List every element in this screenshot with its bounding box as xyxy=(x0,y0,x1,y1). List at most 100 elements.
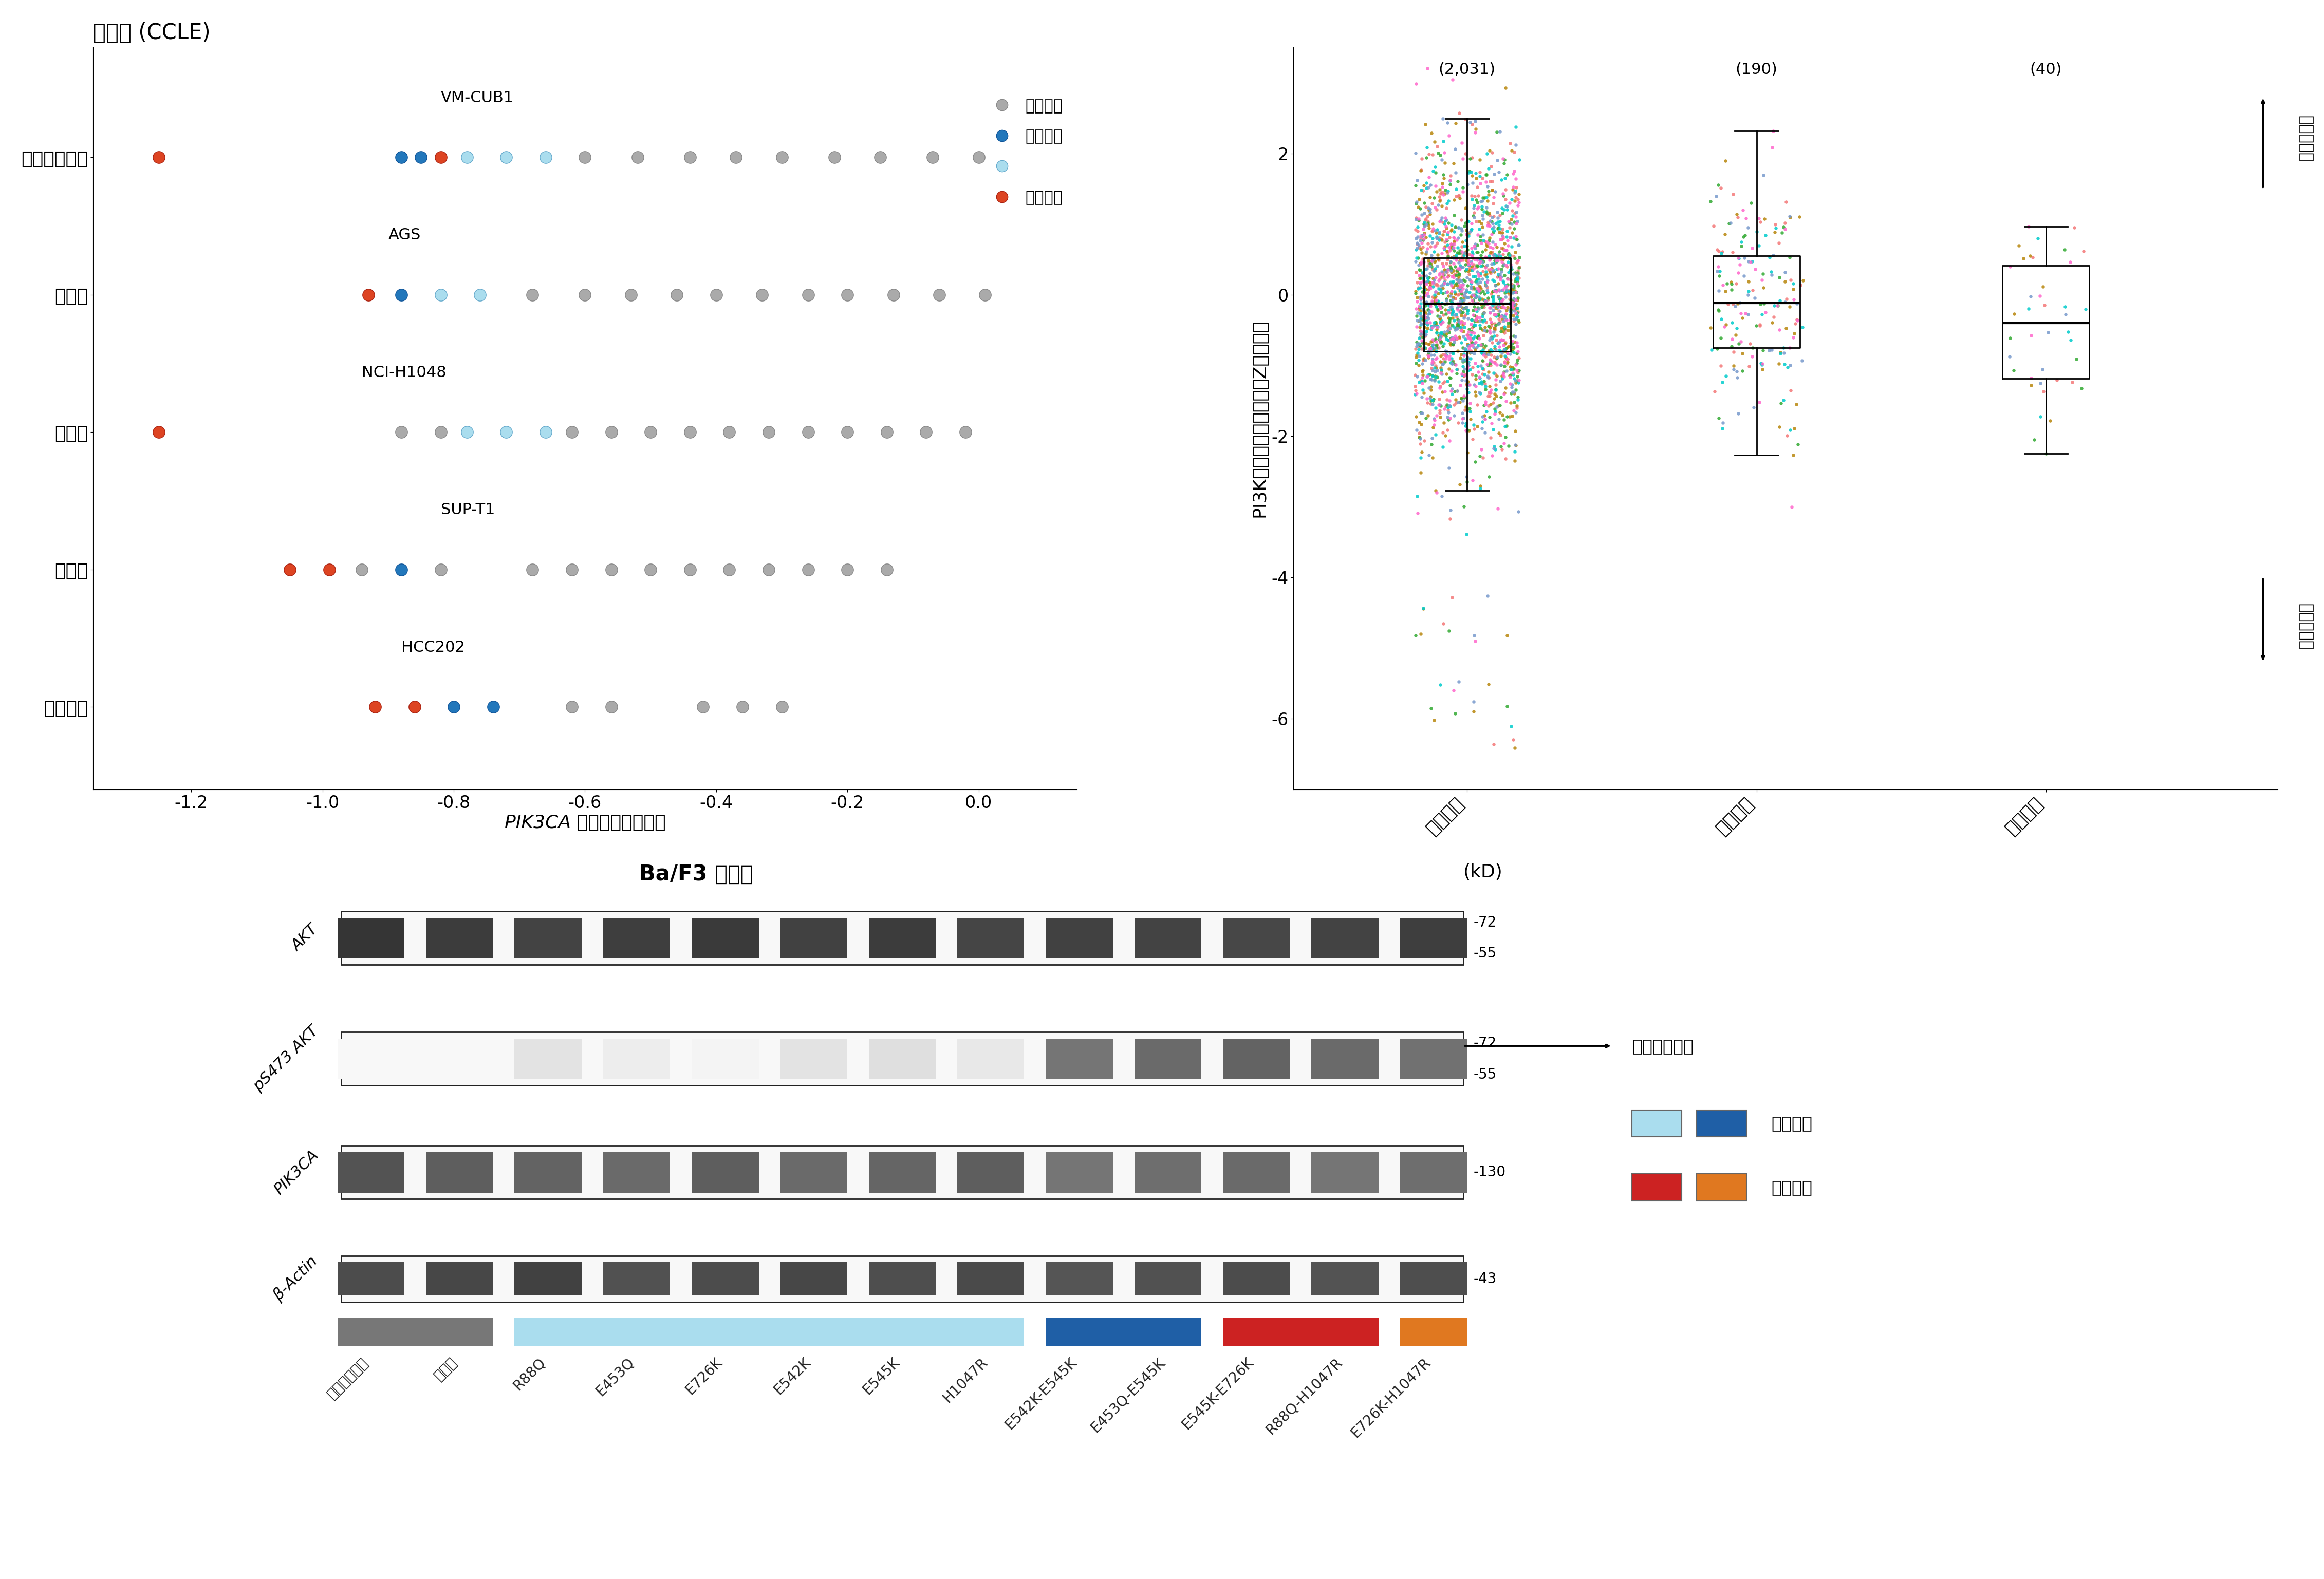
Point xyxy=(1452,276,1490,302)
Bar xyxy=(693,917,758,958)
Point xyxy=(1483,249,1520,275)
Point xyxy=(1432,270,1469,295)
Point xyxy=(1399,417,1436,442)
Point xyxy=(1699,238,1736,264)
Point xyxy=(1415,387,1452,412)
Point xyxy=(1497,324,1534,349)
Point xyxy=(1413,298,1450,324)
Point xyxy=(1471,325,1508,351)
Point xyxy=(1401,196,1439,221)
Point xyxy=(1404,265,1441,291)
Point xyxy=(1411,265,1448,291)
Point xyxy=(1471,321,1508,346)
Point xyxy=(1476,333,1513,358)
Point xyxy=(1459,414,1497,439)
Bar xyxy=(342,1146,1464,1198)
Point xyxy=(1452,319,1490,344)
Point xyxy=(1450,208,1487,234)
Point xyxy=(344,557,381,583)
Point xyxy=(1499,186,1536,212)
Point xyxy=(553,420,590,445)
Point xyxy=(1429,227,1466,253)
Point xyxy=(1404,358,1441,384)
Point xyxy=(1757,215,1794,240)
Point xyxy=(1459,175,1497,201)
Point xyxy=(1487,197,1525,223)
Point xyxy=(1497,368,1534,393)
Point xyxy=(1406,213,1443,238)
Point xyxy=(1434,339,1471,365)
Point xyxy=(1476,396,1513,422)
Point xyxy=(1459,354,1497,379)
Point xyxy=(1411,376,1448,401)
Point xyxy=(1466,289,1504,314)
Point xyxy=(1476,381,1513,406)
Point xyxy=(1455,313,1492,338)
Point xyxy=(1485,336,1522,362)
Point xyxy=(1499,261,1536,286)
Point xyxy=(1413,349,1450,374)
Point xyxy=(1450,253,1487,278)
Point xyxy=(1499,384,1536,409)
Point xyxy=(1485,308,1522,333)
Point xyxy=(1476,242,1513,267)
Point xyxy=(1427,213,1464,238)
Text: 野生型: 野生型 xyxy=(432,1355,460,1383)
Point xyxy=(1422,264,1459,289)
Point xyxy=(1452,272,1490,297)
Point xyxy=(2027,292,2064,317)
Point xyxy=(1446,286,1483,311)
Point xyxy=(1457,284,1494,309)
Point xyxy=(1457,253,1494,278)
Point xyxy=(1483,219,1520,245)
Point xyxy=(1480,393,1518,418)
Point xyxy=(1713,278,1750,303)
Point xyxy=(1729,268,1766,294)
Point xyxy=(1399,330,1436,355)
Point xyxy=(1485,197,1522,223)
Point xyxy=(1462,248,1499,273)
Point xyxy=(1497,330,1534,355)
Point xyxy=(1429,232,1466,257)
Point xyxy=(1406,221,1443,246)
Point xyxy=(1401,251,1439,276)
Point xyxy=(1459,324,1497,349)
Bar xyxy=(1134,917,1202,958)
Point xyxy=(1476,243,1513,268)
Point xyxy=(1441,309,1478,335)
Point xyxy=(2015,428,2052,453)
Point xyxy=(1473,284,1511,309)
Point xyxy=(1448,240,1485,265)
Point xyxy=(1478,363,1515,388)
Point xyxy=(1418,226,1455,251)
Point xyxy=(1490,232,1527,257)
Point xyxy=(1734,248,1771,273)
Point xyxy=(1408,313,1446,338)
Point xyxy=(1464,324,1501,349)
Point xyxy=(1429,317,1466,343)
Point xyxy=(1397,207,1434,232)
Point xyxy=(1478,352,1515,377)
Point xyxy=(1411,185,1448,210)
Point xyxy=(1413,335,1450,360)
Point xyxy=(1480,298,1518,324)
Point xyxy=(1492,292,1529,317)
Point xyxy=(1439,311,1476,336)
Point xyxy=(1717,202,1755,227)
Point xyxy=(1478,278,1515,303)
Point xyxy=(1411,251,1448,276)
Point xyxy=(1497,114,1534,139)
Point xyxy=(1411,261,1448,286)
Point xyxy=(1478,295,1515,321)
Point xyxy=(1457,336,1494,362)
Point xyxy=(2052,327,2089,352)
Point xyxy=(1418,174,1455,199)
Point xyxy=(1485,349,1522,374)
Point xyxy=(1450,158,1487,183)
Point xyxy=(1483,305,1520,330)
Point xyxy=(1497,279,1534,305)
Point xyxy=(1408,270,1446,295)
Bar xyxy=(337,1039,404,1078)
Point xyxy=(862,145,899,171)
Point xyxy=(1443,314,1480,339)
